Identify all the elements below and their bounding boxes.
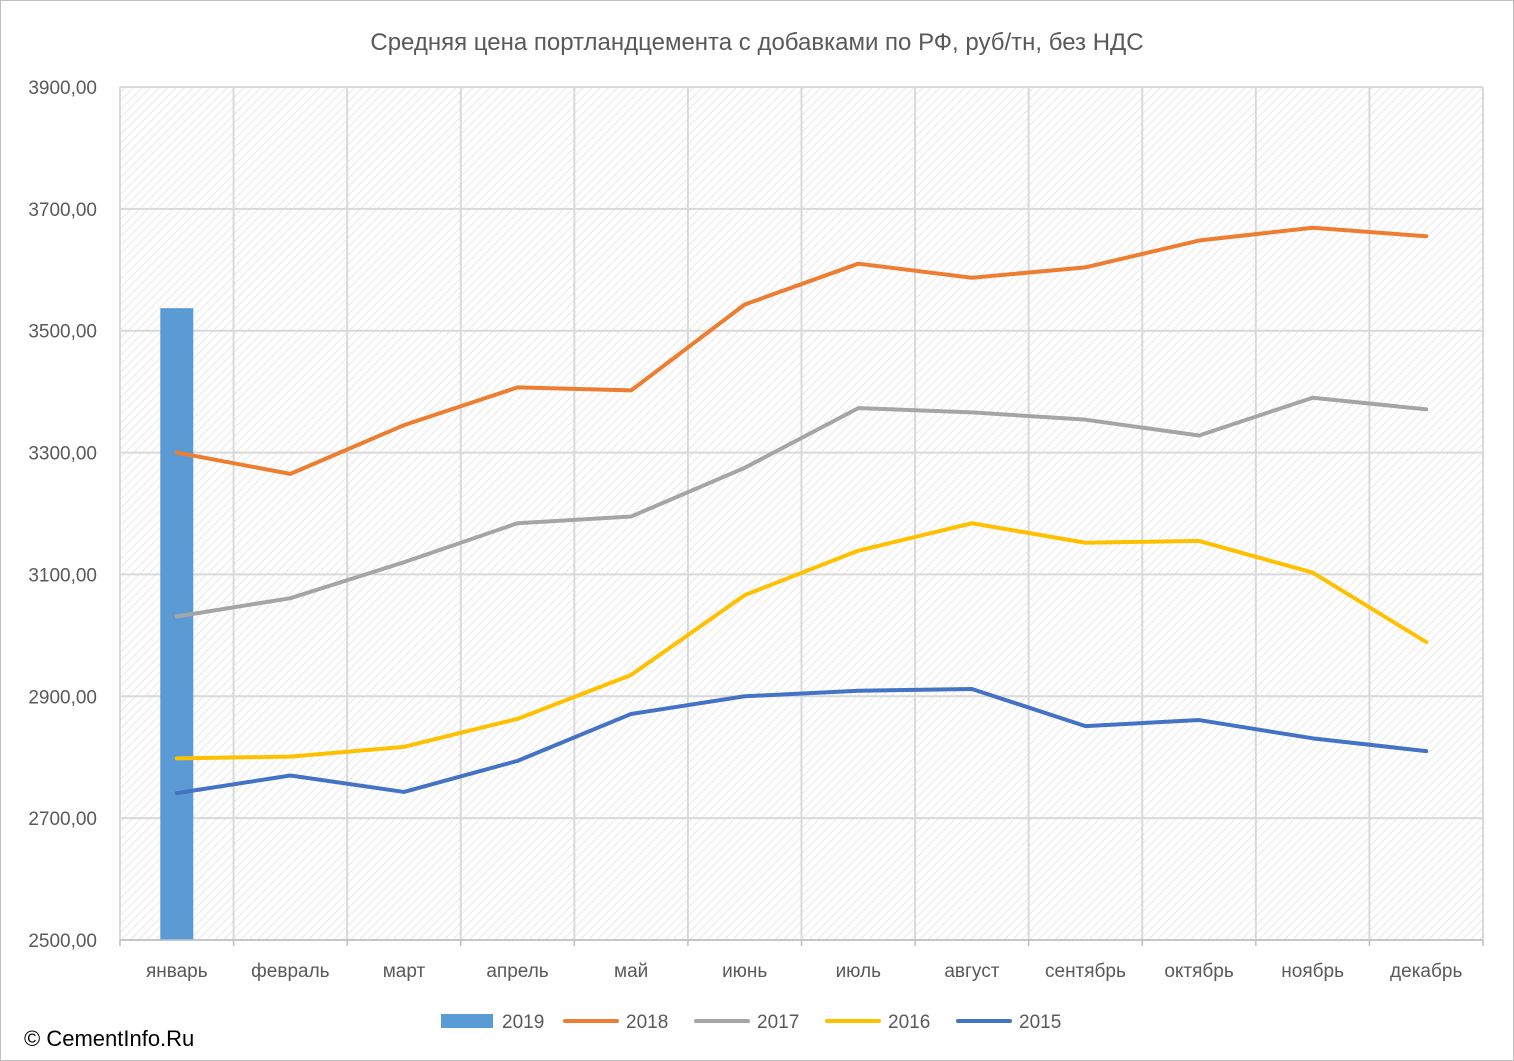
x-tick-label: ноябрь [1281, 961, 1344, 982]
legend-label-2016: 2016 [888, 1012, 930, 1033]
y-tick-label: 3500,00 [28, 322, 97, 343]
x-tick-label: август [944, 961, 999, 982]
x-tick-label: сентябрь [1045, 961, 1126, 982]
x-tick-label: апрель [486, 961, 548, 982]
series-line-2017 [174, 395, 1429, 619]
x-tick-label: июнь [722, 961, 767, 982]
y-tick-label: 3100,00 [28, 565, 97, 586]
x-tick-label: январь [146, 961, 208, 982]
series-line-2018 [174, 225, 1429, 476]
legend-label-2017: 2017 [757, 1012, 799, 1033]
x-tick-label: май [614, 961, 648, 982]
y-axis-ticks: 2500,00 2700,00 2900,00 3100,00 3300,00 3500,… [28, 78, 97, 952]
y-tick-label: 3300,00 [28, 444, 97, 465]
legend: 2019 2018 2017 2016 2015 [441, 1012, 1061, 1033]
series-line-2016 [174, 521, 1429, 761]
bar-series [160, 308, 194, 940]
x-tick-label: октябрь [1164, 961, 1234, 982]
x-axis [119, 939, 1484, 946]
legend-label-2019: 2019 [502, 1012, 544, 1033]
x-tick-label: июль [836, 961, 882, 982]
grid-lines [119, 86, 1484, 941]
x-tick-label: февраль [251, 961, 330, 982]
series-line-2015 [174, 686, 1429, 796]
y-tick-label: 3900,00 [28, 78, 97, 99]
x-axis-ticks: январь февраль март апрель май июнь июль август… [146, 961, 1463, 982]
legend-label-2018: 2018 [626, 1012, 668, 1033]
y-tick-label: 2900,00 [28, 687, 97, 708]
copyright-text: © CementInfo.Ru [24, 1026, 195, 1051]
x-tick-label: декабрь [1390, 961, 1462, 982]
legend-swatch-2019 [441, 1014, 493, 1028]
legend-label-2015: 2015 [1019, 1012, 1061, 1033]
x-tick-label: март [383, 961, 426, 982]
line-series [174, 225, 1429, 796]
y-tick-label: 2700,00 [28, 809, 97, 830]
y-tick-label: 3700,00 [28, 200, 97, 221]
y-tick-label: 2500,00 [28, 931, 97, 952]
chart-title: Средняя цена портландцемента с добавками… [370, 29, 1143, 56]
bar-2019 [160, 308, 194, 940]
